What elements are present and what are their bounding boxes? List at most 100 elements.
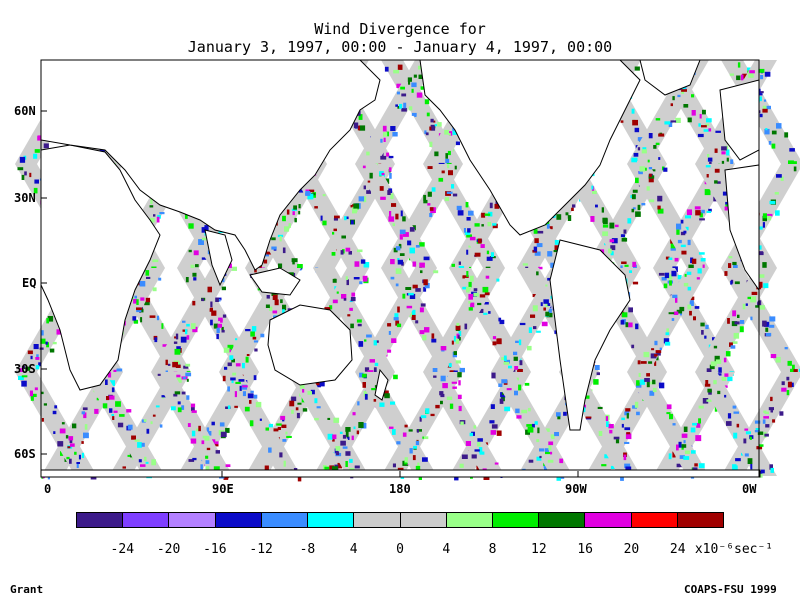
divergence-pixel [717, 181, 721, 184]
divergence-pixel [663, 167, 668, 172]
divergence-pixel [514, 390, 518, 396]
divergence-pixel [601, 207, 604, 213]
divergence-pixel [190, 438, 197, 444]
divergence-pixel [669, 280, 672, 286]
divergence-pixel [524, 382, 530, 386]
divergence-pixel [188, 459, 195, 462]
divergence-pixel [635, 323, 639, 330]
divergence-pixel [717, 390, 721, 395]
divergence-pixel [757, 93, 763, 96]
divergence-pixel [764, 71, 771, 77]
divergence-pixel [477, 438, 483, 442]
divergence-pixel [165, 359, 168, 366]
divergence-pixel [411, 88, 414, 93]
divergence-pixel [639, 166, 646, 172]
divergence-pixel [259, 264, 262, 269]
divergence-pixel [282, 304, 287, 311]
divergence-pixel [610, 251, 614, 256]
divergence-pixel [379, 171, 384, 176]
divergence-pixel [604, 454, 610, 459]
divergence-pixel [297, 475, 302, 482]
divergence-pixel [556, 214, 562, 220]
divergence-pixel [19, 368, 24, 374]
divergence-pixel [415, 320, 419, 324]
divergence-pixel [671, 318, 675, 321]
divergence-pixel [713, 345, 718, 349]
color-scale-unit-label: x10⁻⁶sec⁻¹ [694, 542, 774, 557]
divergence-pixel [434, 124, 437, 127]
divergence-pixel [787, 381, 792, 388]
divergence-pixel [282, 247, 286, 254]
divergence-pixel [631, 157, 638, 161]
divergence-pixel [556, 475, 561, 481]
divergence-pixel [43, 143, 49, 149]
divergence-pixel [227, 405, 231, 410]
south-america-landmass [549, 239, 631, 431]
divergence-pixel [683, 456, 690, 460]
divergence-pixel [363, 390, 369, 397]
divergence-pixel [492, 341, 497, 346]
map-title-line1: Wind Divergence for [314, 20, 486, 38]
divergence-pixel [152, 414, 156, 417]
divergence-pixel [763, 99, 767, 102]
divergence-pixel [53, 431, 56, 434]
divergence-pixel [764, 128, 770, 135]
divergence-pixel [396, 323, 402, 328]
divergence-pixel [482, 286, 489, 293]
divergence-pixel [192, 326, 198, 333]
divergence-pixel [525, 429, 530, 435]
divergence-pixel [389, 426, 394, 429]
divergence-pixel [399, 103, 403, 109]
divergence-pixel [484, 292, 490, 296]
divergence-pixel [254, 348, 258, 352]
divergence-pixel [170, 406, 176, 411]
divergence-pixel [625, 408, 631, 412]
divergence-pixel [158, 277, 162, 281]
divergence-pixel [277, 234, 284, 238]
divergence-pixel [763, 416, 769, 419]
divergence-pixel [747, 458, 753, 464]
divergence-pixel [515, 340, 519, 343]
divergence-pixel [379, 186, 384, 191]
divergence-pixel [635, 211, 641, 217]
divergence-pixel [417, 462, 420, 469]
divergence-pixel [723, 357, 727, 363]
lat-label-60n: 60N [14, 104, 36, 118]
divergence-pixel [528, 459, 534, 463]
divergence-pixel [429, 207, 434, 211]
divergence-pixel [730, 280, 733, 285]
divergence-pixel [467, 228, 471, 233]
divergence-pixel [669, 413, 673, 420]
divergence-pixel [606, 421, 609, 427]
divergence-pixel [52, 410, 57, 415]
divergence-pixel [78, 454, 81, 460]
divergence-pixel [658, 157, 661, 160]
divergence-pixel [497, 338, 502, 344]
divergence-pixel [41, 418, 44, 422]
divergence-pixel [657, 195, 663, 202]
divergence-pixel [399, 234, 403, 240]
divergence-pixel [679, 306, 685, 312]
divergence-pixel [516, 415, 522, 419]
divergence-pixel [459, 463, 464, 468]
divergence-pixel [69, 458, 72, 464]
divergence-pixel [750, 296, 756, 303]
divergence-pixel [390, 276, 395, 280]
divergence-pixel [637, 147, 641, 151]
divergence-pixel [122, 466, 126, 469]
divergence-pixel [788, 160, 794, 166]
divergence-pixel [594, 365, 600, 370]
lat-label-30s: 30S [14, 362, 36, 376]
divergence-pixel [445, 158, 450, 164]
divergence-pixel [453, 335, 456, 342]
divergence-pixel [571, 207, 574, 211]
divergence-pixel [387, 323, 392, 327]
divergence-pixel [412, 284, 418, 289]
divergence-pixel [532, 305, 538, 312]
divergence-pixel [162, 344, 168, 347]
divergence-pixel [768, 324, 775, 328]
divergence-pixel [498, 317, 502, 322]
divergence-pixel [357, 249, 363, 253]
divergence-pixel [167, 363, 171, 366]
divergence-pixel [185, 214, 188, 219]
